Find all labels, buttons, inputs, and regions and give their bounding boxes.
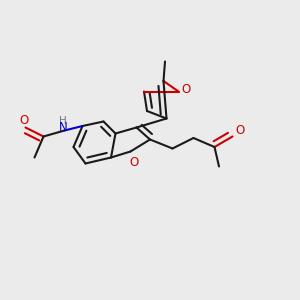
Text: O: O [20,113,28,127]
Text: H: H [59,116,67,127]
Text: O: O [182,82,190,96]
Text: O: O [236,124,244,137]
Text: O: O [129,155,138,169]
Text: N: N [58,121,68,134]
